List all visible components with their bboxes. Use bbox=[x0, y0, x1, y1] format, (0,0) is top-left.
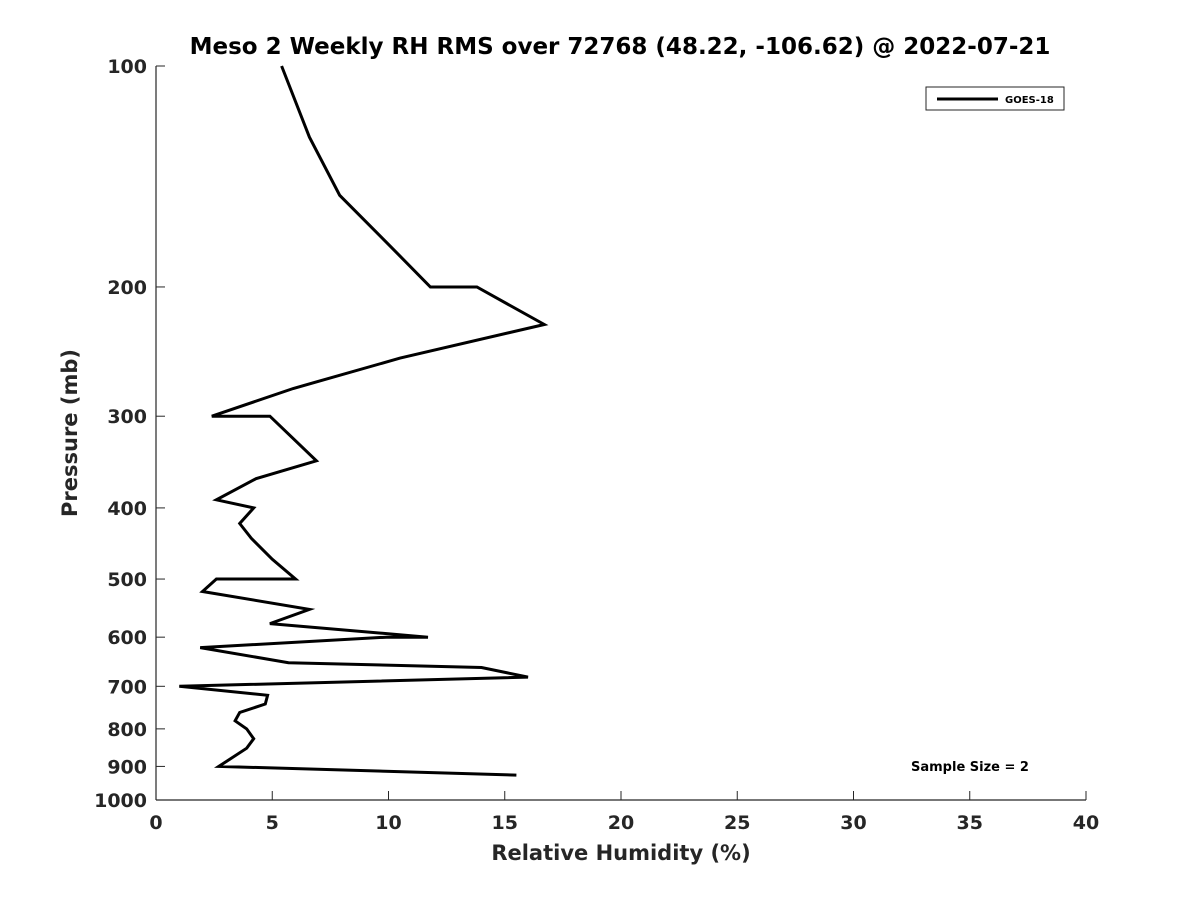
y-tick-label: 700 bbox=[107, 676, 147, 698]
x-tick-label: 35 bbox=[957, 812, 983, 834]
x-tick-label: 40 bbox=[1073, 812, 1099, 834]
legend-label-goes-18: GOES-18 bbox=[1005, 95, 1054, 106]
y-tick-label: 500 bbox=[107, 569, 147, 591]
x-tick-label: 20 bbox=[608, 812, 634, 834]
y-tick-label: 800 bbox=[107, 719, 147, 741]
chart-title: Meso 2 Weekly RH RMS over 72768 (48.22, … bbox=[190, 34, 1051, 60]
y-tick-label: 1000 bbox=[94, 790, 147, 812]
x-axis-title: Relative Humidity (%) bbox=[491, 841, 750, 865]
legend: GOES-18 bbox=[925, 86, 1065, 111]
y-tick-label: 400 bbox=[107, 498, 147, 520]
y-tick-label: 100 bbox=[107, 56, 147, 78]
y-tick-label: 600 bbox=[107, 627, 147, 649]
series-line-goes-18 bbox=[179, 65, 549, 777]
x-tick-label: 10 bbox=[375, 812, 401, 834]
y-tick-label: 200 bbox=[107, 277, 147, 299]
x-tick-label: 5 bbox=[266, 812, 279, 834]
y-axis-ticks: 100 200 300 400 500 600 700 800 900 1000 bbox=[94, 56, 165, 812]
x-axis-ticks: 0 5 10 15 20 25 30 35 40 bbox=[149, 791, 1099, 834]
y-tick-label: 300 bbox=[107, 406, 147, 428]
series-layer bbox=[179, 65, 549, 777]
sample-size-annotation: Sample Size = 2 bbox=[911, 760, 1029, 775]
y-axis-title: Pressure (mb) bbox=[58, 349, 82, 517]
y-tick-label: 900 bbox=[107, 756, 147, 778]
x-tick-label: 15 bbox=[492, 812, 518, 834]
x-tick-label: 0 bbox=[149, 812, 162, 834]
x-tick-label: 25 bbox=[724, 812, 750, 834]
x-tick-label: 30 bbox=[840, 812, 866, 834]
